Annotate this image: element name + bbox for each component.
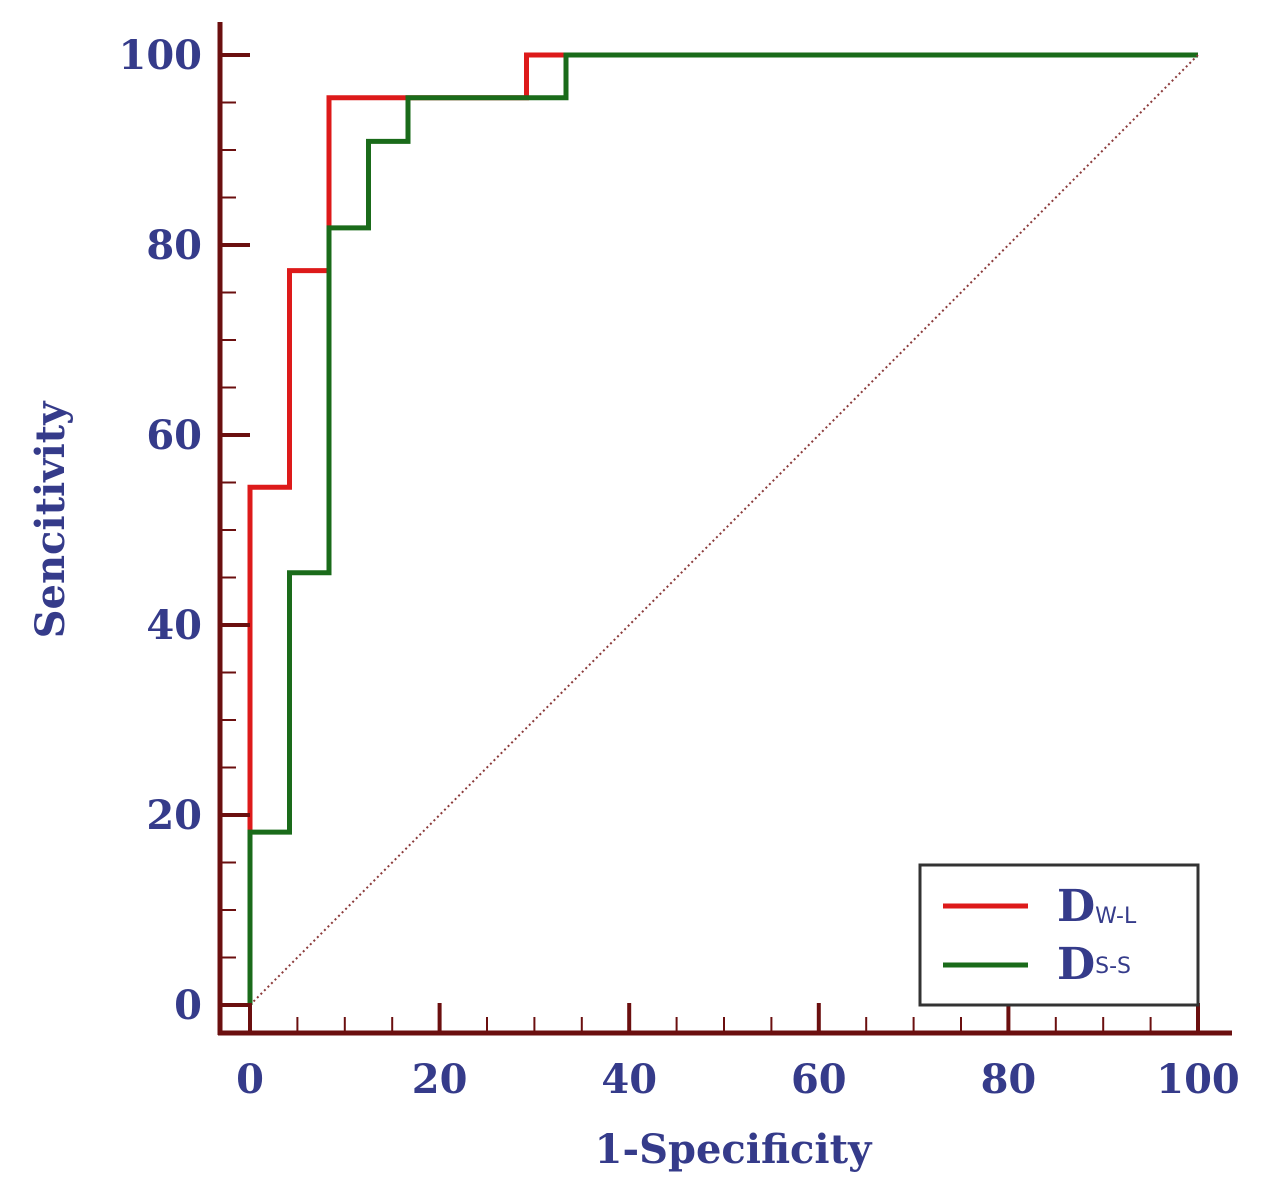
legend-label-dwl: DW-L [1057, 881, 1137, 932]
y-tick-label: 80 [146, 222, 202, 269]
legend-box [918, 863, 1200, 1007]
minor-ticks [220, 101, 1152, 1033]
legend-label-dss-subscript: S-S [1095, 954, 1131, 979]
y-tick-label: 0 [174, 982, 202, 1029]
legend: DW-L DS-S [918, 863, 1200, 1007]
x-axis-title: 1-Specificity [595, 1126, 873, 1173]
legend-label-dwl-main: D [1057, 881, 1095, 932]
tick-labels: 0 20 40 60 80 100 0 20 40 60 80 100 [119, 32, 1240, 1103]
series-line-w-l [247, 52, 1198, 1005]
x-tick-label: 20 [412, 1056, 468, 1103]
reference-diagonal-line [249, 54, 1199, 1006]
series-line-s-s [247, 52, 1198, 1005]
y-axis-title: Sencitivity [27, 400, 74, 639]
y-tick-label: 100 [119, 32, 203, 79]
x-tick-label: 60 [791, 1056, 847, 1103]
x-tick-label: 40 [601, 1056, 657, 1103]
legend-label-dwl-subscript: W-L [1095, 904, 1137, 929]
legend-label-dss-main: D [1057, 939, 1095, 990]
y-tick-label: 60 [146, 412, 202, 459]
y-tick-label: 40 [146, 602, 202, 649]
x-tick-label: 100 [1156, 1056, 1240, 1103]
axes [217, 22, 1232, 1036]
y-tick-label: 20 [146, 792, 202, 839]
legend-label-dss: DS-S [1057, 939, 1131, 990]
x-tick-label: 0 [236, 1056, 264, 1103]
x-tick-label: 80 [981, 1056, 1037, 1103]
series-lines [247, 52, 1199, 1006]
